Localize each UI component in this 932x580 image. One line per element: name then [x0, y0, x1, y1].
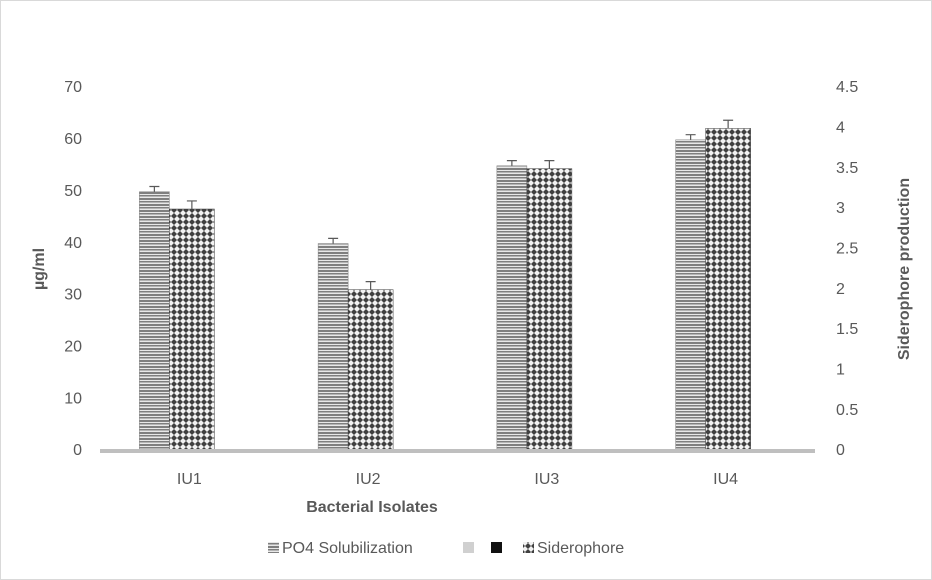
- bar: [705, 128, 751, 452]
- x-tick-label: IU3: [534, 471, 559, 488]
- legend-swatch: [523, 542, 534, 553]
- error-bar: [149, 185, 160, 192]
- y2-tick-label: 4.5: [836, 79, 858, 96]
- error-bar: [365, 281, 376, 290]
- x-tick-label: IU4: [713, 471, 738, 488]
- error-bar: [328, 237, 339, 244]
- y-tick-label: 0: [73, 442, 82, 459]
- bar: [675, 139, 706, 452]
- error-bar: [186, 200, 197, 209]
- legend-label: PO4 Solubilization: [282, 540, 413, 557]
- y-tick-label: 10: [64, 390, 82, 407]
- y-tick-label: 20: [64, 339, 82, 356]
- bar: [169, 208, 215, 452]
- error-bar: [506, 160, 517, 166]
- legend-swatch: [268, 542, 279, 553]
- y2-tick-label: 2: [836, 281, 845, 298]
- y-axis-title: µg/ml: [31, 248, 48, 290]
- y-tick-label: 50: [64, 183, 82, 200]
- y2-tick-label: 3.5: [836, 160, 858, 177]
- y2-tick-label: 1.5: [836, 321, 858, 338]
- bar: [347, 289, 394, 452]
- bar: [526, 168, 573, 452]
- y-tick-label: 60: [64, 131, 82, 148]
- legend-swatch: [491, 542, 502, 553]
- y-tick-label: 40: [64, 235, 82, 252]
- bar: [496, 165, 528, 452]
- y2-axis-title: Siderophore production: [896, 178, 913, 360]
- y2-tick-label: 1: [836, 362, 845, 379]
- error-bar: [723, 119, 734, 129]
- y-tick-label: 70: [64, 79, 82, 96]
- bar: [317, 243, 349, 452]
- legend-label: Siderophore: [537, 540, 624, 557]
- y-tick-label: 30: [64, 287, 82, 304]
- bar: [139, 191, 170, 452]
- y2-tick-label: 2.5: [836, 241, 858, 258]
- y2-tick-label: 0.5: [836, 402, 858, 419]
- y2-tick-label: 4: [836, 120, 845, 137]
- y2-tick-label: 0: [836, 442, 845, 459]
- x-tick-label: IU1: [177, 471, 202, 488]
- error-bar: [544, 160, 555, 169]
- legend-swatch: [463, 542, 474, 553]
- y2-tick-label: 3: [836, 200, 845, 217]
- x-tick-label: IU2: [356, 471, 381, 488]
- x-axis-title: Bacterial Isolates: [306, 499, 438, 516]
- error-bar: [685, 134, 696, 140]
